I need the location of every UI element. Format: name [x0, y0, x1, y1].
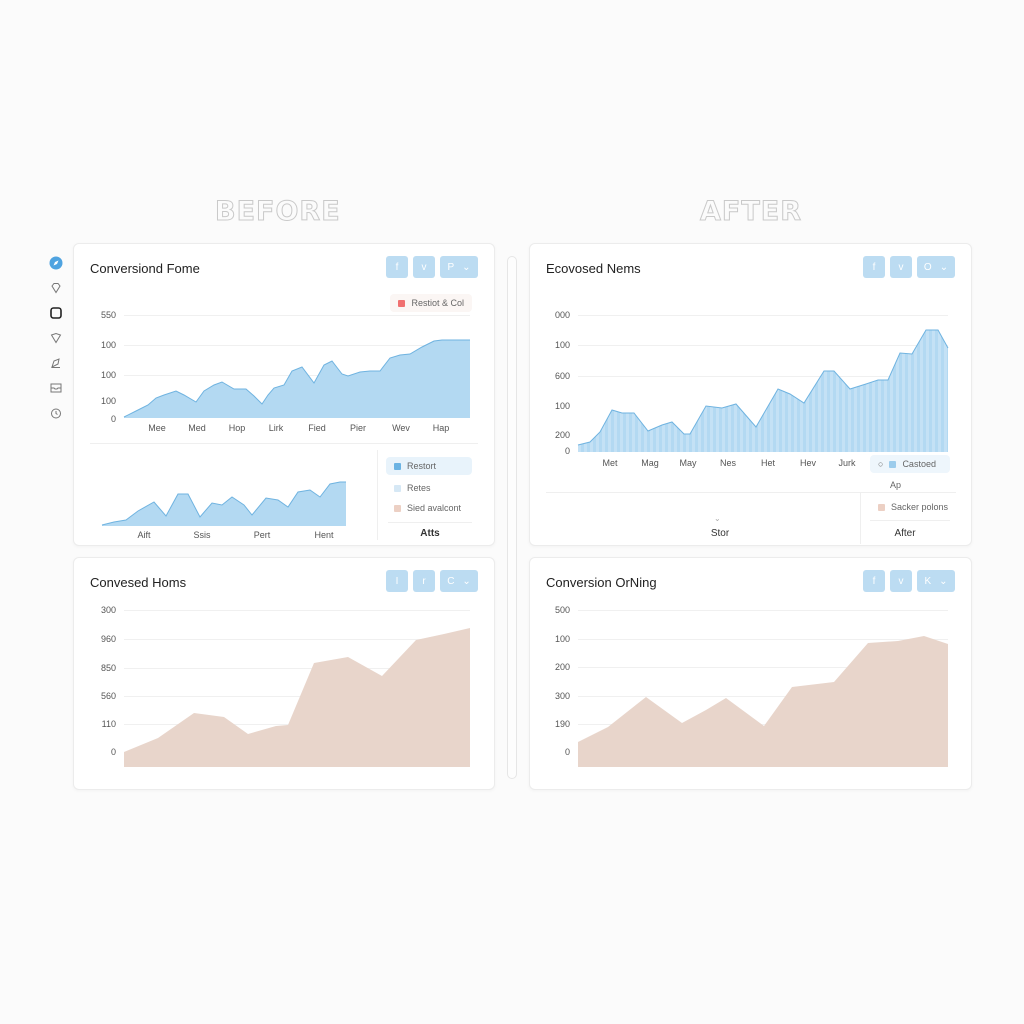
chevron-down-icon[interactable]: ⌄ — [714, 514, 721, 523]
period-dropdown[interactable]: K ⌄ — [917, 570, 955, 592]
toolbar: I r C ⌄ — [386, 570, 478, 592]
view-button[interactable]: v — [413, 256, 435, 278]
after-main-area-chart — [577, 329, 949, 452]
legend-item[interactable]: Restort — [386, 457, 472, 475]
legend-swatch — [398, 299, 406, 307]
center-divider-scrollbar[interactable] — [507, 256, 517, 779]
toolbar: f v P ⌄ — [386, 256, 478, 278]
view-button[interactable]: v — [890, 256, 912, 278]
square-icon[interactable] — [47, 304, 65, 322]
before-header: BEFORE — [215, 196, 341, 228]
filter-button[interactable]: f — [863, 570, 885, 592]
period-dropdown[interactable]: O ⌄ — [917, 256, 955, 278]
before-bottom-area-chart — [124, 628, 470, 767]
card-title: Ecovosed Nems — [546, 261, 641, 276]
circle-icon: ○ — [878, 459, 884, 469]
edit-icon[interactable] — [47, 354, 65, 372]
view-button[interactable]: r — [413, 570, 435, 592]
legend-top: Restiot & Col — [390, 294, 472, 312]
bottom-label: Atts — [420, 528, 440, 539]
legend-item[interactable]: Sied avalcont — [386, 499, 469, 517]
toolbar: f v O ⌄ — [863, 256, 955, 278]
filter-button[interactable]: f — [386, 256, 408, 278]
before-top-card: Conversiond Fome f v P ⌄ Restiot & Col 55… — [73, 243, 495, 546]
card-title: Conversion OrNing — [546, 575, 657, 590]
period-dropdown[interactable]: C ⌄ — [440, 570, 478, 592]
clock-icon[interactable] — [47, 404, 65, 422]
legend-item[interactable]: Ap — [890, 480, 902, 490]
chevron-down-icon: ⌄ — [462, 575, 471, 587]
inbox-icon[interactable] — [47, 379, 65, 397]
filter-button[interactable]: I — [386, 570, 408, 592]
card-title: Conversiond Fome — [90, 261, 200, 276]
before-main-area-chart — [123, 339, 470, 418]
filter-button[interactable]: f — [863, 256, 885, 278]
legend-item[interactable]: Retes — [386, 479, 439, 497]
legend-item[interactable]: Sacker polons — [870, 498, 956, 516]
before-bottom-card: Convesed Homs I r C ⌄ 300 960 850 560 110… — [73, 557, 495, 790]
shield-icon[interactable] — [47, 329, 65, 347]
card-title: Convesed Homs — [90, 575, 187, 590]
before-sub-area-chart — [101, 481, 346, 526]
after-header: AFTER — [700, 196, 802, 228]
compass-icon[interactable] — [47, 254, 65, 272]
diamond-icon[interactable] — [47, 279, 65, 297]
period-dropdown[interactable]: P ⌄ — [440, 256, 478, 278]
after-bottom-card: Conversion OrNing f v K ⌄ 500 100 200 300… — [529, 557, 972, 790]
sidebar — [44, 254, 68, 422]
after-bottom-area-chart — [578, 636, 948, 767]
chevron-down-icon: ⌄ — [939, 261, 949, 273]
chevron-down-icon: ⌄ — [939, 575, 948, 587]
after-top-card: Ecovosed Nems f v O ⌄ 000 100 600 100 200… — [529, 243, 972, 546]
view-button[interactable]: v — [890, 570, 912, 592]
toolbar: f v K ⌄ — [863, 570, 955, 592]
legend-item[interactable]: ○ Castoed — [870, 455, 950, 473]
bottom-label-left: Stor — [710, 528, 730, 539]
bottom-label-right: After — [894, 528, 916, 539]
chevron-down-icon: ⌄ — [462, 261, 471, 273]
